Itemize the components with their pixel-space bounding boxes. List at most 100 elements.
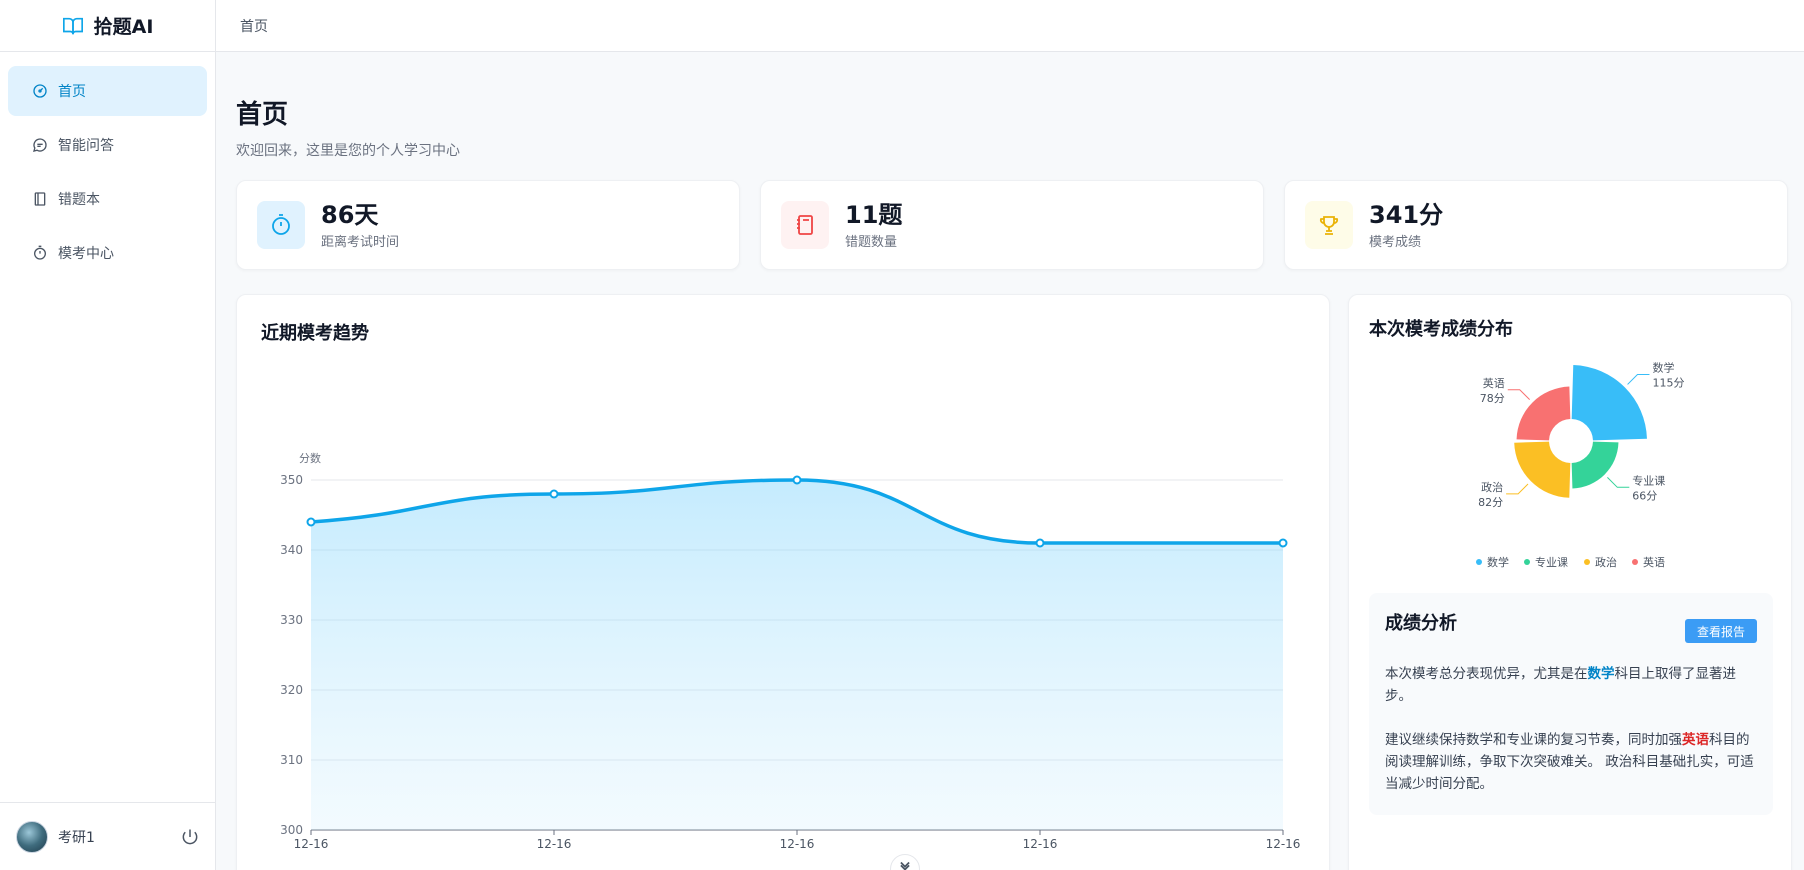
analysis-paragraph-2: 建议继续保持数学和专业课的复习节奏，同时加强英语科目的阅读理解训练，争取下次突破… bbox=[1385, 729, 1761, 795]
sidebar-nav: 首页 智能问答 错题本 模考中心 bbox=[0, 52, 215, 296]
pie-slice bbox=[1516, 386, 1571, 441]
user-name: 考研1 bbox=[58, 829, 95, 846]
trophy-icon bbox=[1319, 216, 1339, 235]
trend-title: 近期模考趋势 bbox=[261, 323, 369, 344]
x-tick-label: 12-16 bbox=[780, 837, 815, 851]
y-tick-label: 320 bbox=[280, 683, 303, 697]
y-tick-label: 350 bbox=[280, 473, 303, 487]
sidebar-item-label: 模考中心 bbox=[58, 246, 114, 262]
brand[interactable]: 拾题AI bbox=[0, 0, 215, 52]
analysis-highlight-math: 数学 bbox=[1587, 666, 1615, 682]
pie-slice bbox=[1571, 441, 1619, 489]
stat-value: 11题 bbox=[845, 200, 903, 229]
chevron-down-icon bbox=[900, 861, 910, 870]
page-subtitle: 欢迎回来，这里是您的个人学习中心 bbox=[236, 143, 460, 159]
distribution-card: 本次模考成绩分布 数学 115分 专业课 66分 政治 82分 英语 78分 数学 专业课 政治 英语… bbox=[1348, 294, 1792, 870]
stat-value: 86天 bbox=[321, 200, 379, 229]
stat-label: 模考成绩 bbox=[1369, 234, 1422, 250]
legend-label: 专业课 bbox=[1535, 555, 1568, 569]
sidebar-item-label: 智能问答 bbox=[58, 138, 114, 154]
sidebar-item-mistakes[interactable]: 错题本 bbox=[8, 174, 207, 224]
x-tick-label: 12-16 bbox=[1266, 837, 1301, 851]
breadcrumb[interactable]: 首页 bbox=[240, 18, 268, 35]
trend-area bbox=[311, 480, 1283, 830]
user-bar: 考研1 bbox=[0, 802, 216, 870]
analysis-text: 建议继续保持数学和专业课的复习节奏，同时加强 bbox=[1385, 732, 1682, 748]
data-point bbox=[549, 489, 559, 499]
legend-marker bbox=[1524, 559, 1530, 565]
pie-label-value: 82分 bbox=[1478, 496, 1503, 509]
data-point bbox=[792, 475, 802, 485]
y-tick-label: 340 bbox=[280, 543, 303, 557]
legend-marker bbox=[1632, 559, 1638, 565]
analysis-title: 成绩分析 bbox=[1385, 613, 1457, 634]
stopwatch-icon bbox=[34, 245, 46, 260]
pie-slice bbox=[1514, 441, 1571, 498]
sidebar-item-home[interactable]: 首页 bbox=[8, 66, 207, 116]
stat-icon-box bbox=[257, 201, 305, 249]
x-tick-label: 12-16 bbox=[294, 837, 329, 851]
sidebar-item-exam[interactable]: 模考中心 bbox=[8, 228, 207, 278]
legend-label: 英语 bbox=[1643, 555, 1665, 569]
chat-icon bbox=[33, 138, 47, 152]
pie-label-value: 66分 bbox=[1632, 489, 1657, 502]
stat-card-days: 86天 距离考试时间 bbox=[236, 180, 740, 270]
avatar[interactable] bbox=[16, 820, 48, 853]
main-content: 首页 欢迎回来，这里是您的个人学习中心 86天 距离考试时间 11题 错题数量 … bbox=[216, 52, 1804, 870]
y-tick-label: 330 bbox=[280, 613, 303, 627]
sidebar-item-label: 错题本 bbox=[58, 192, 100, 208]
y-tick-label: 300 bbox=[280, 823, 303, 837]
pie-label-line bbox=[1507, 389, 1531, 401]
y-axis-label: 分数 bbox=[299, 452, 321, 465]
stat-icon-box bbox=[781, 201, 829, 249]
data-point bbox=[1278, 538, 1288, 548]
pie-label-name: 英语 bbox=[1483, 376, 1505, 390]
stat-card-mistakes: 11题 错题数量 bbox=[760, 180, 1264, 270]
x-tick-label: 12-16 bbox=[1023, 837, 1058, 851]
analysis-highlight-english: 英语 bbox=[1682, 732, 1709, 748]
legend-label: 政治 bbox=[1595, 555, 1617, 569]
analysis-text: 科目的阅读理解训练，争取下次突破难关。 政治科目基础扎实，可适当减少时间分配。 bbox=[1385, 732, 1754, 792]
pie-label-line bbox=[1627, 374, 1650, 385]
pie-label-value: 115分 bbox=[1652, 377, 1684, 390]
analysis-text: 科目上取得了显著进步。 bbox=[1385, 666, 1736, 704]
notebook-icon bbox=[797, 215, 813, 235]
stopwatch-icon bbox=[272, 214, 290, 235]
pie-label-value: 78分 bbox=[1480, 392, 1505, 405]
stat-value: 341分 bbox=[1369, 200, 1444, 229]
pie-label-line bbox=[1607, 477, 1630, 488]
analysis-text: 本次模考总分表现优异，尤其是在 bbox=[1385, 666, 1588, 682]
legend-marker bbox=[1584, 559, 1590, 565]
y-tick-label: 310 bbox=[280, 753, 303, 767]
notebook-icon bbox=[34, 192, 46, 206]
stat-label: 错题数量 bbox=[845, 234, 898, 250]
pie-label-line bbox=[1506, 483, 1529, 495]
dashboard-icon bbox=[33, 84, 47, 98]
analysis-paragraph-1: 本次模考总分表现优异，尤其是在数学科目上取得了显著进步。 bbox=[1385, 663, 1761, 707]
trend-chart[interactable]: 300 310 320 330 340 350 分数 12-16 12-16 12-16 12-16… bbox=[237, 295, 1331, 870]
stat-card-score: 341分 模考成绩 bbox=[1284, 180, 1788, 270]
pie-label-name: 数学 bbox=[1652, 361, 1674, 375]
stat-label: 距离考试时间 bbox=[321, 234, 400, 250]
book-open-icon bbox=[62, 17, 83, 34]
analysis-panel: 成绩分析 查看报告 本次模考总分表现优异，尤其是在数学科目上取得了显著进步。 建… bbox=[1369, 593, 1773, 815]
data-point bbox=[306, 517, 316, 527]
data-point bbox=[1035, 538, 1045, 548]
power-icon[interactable] bbox=[180, 827, 200, 847]
topbar: 首页 bbox=[216, 0, 1804, 52]
sidebar: 拾题AI 首页 智能问答 错题本 模考中心 考研1 bbox=[0, 0, 216, 870]
pie-slice bbox=[1571, 365, 1647, 441]
legend-marker bbox=[1476, 559, 1482, 565]
page-title: 首页 bbox=[236, 100, 289, 130]
sidebar-item-qa[interactable]: 智能问答 bbox=[8, 120, 207, 170]
sidebar-item-label: 首页 bbox=[58, 84, 86, 100]
x-tick-label: 12-16 bbox=[537, 837, 572, 851]
distribution-title: 本次模考成绩分布 bbox=[1369, 319, 1513, 340]
pie-label-name: 专业课 bbox=[1632, 473, 1665, 487]
brand-name: 拾题AI bbox=[93, 16, 154, 38]
stat-icon-box bbox=[1305, 201, 1353, 249]
trend-card: 近期模考趋势 300 310 320 330 340 350 分数 12-16 12-16 12-… bbox=[236, 294, 1330, 870]
pie-label-name: 政治 bbox=[1481, 480, 1503, 494]
view-report-button[interactable]: 查看报告 bbox=[1685, 619, 1757, 643]
